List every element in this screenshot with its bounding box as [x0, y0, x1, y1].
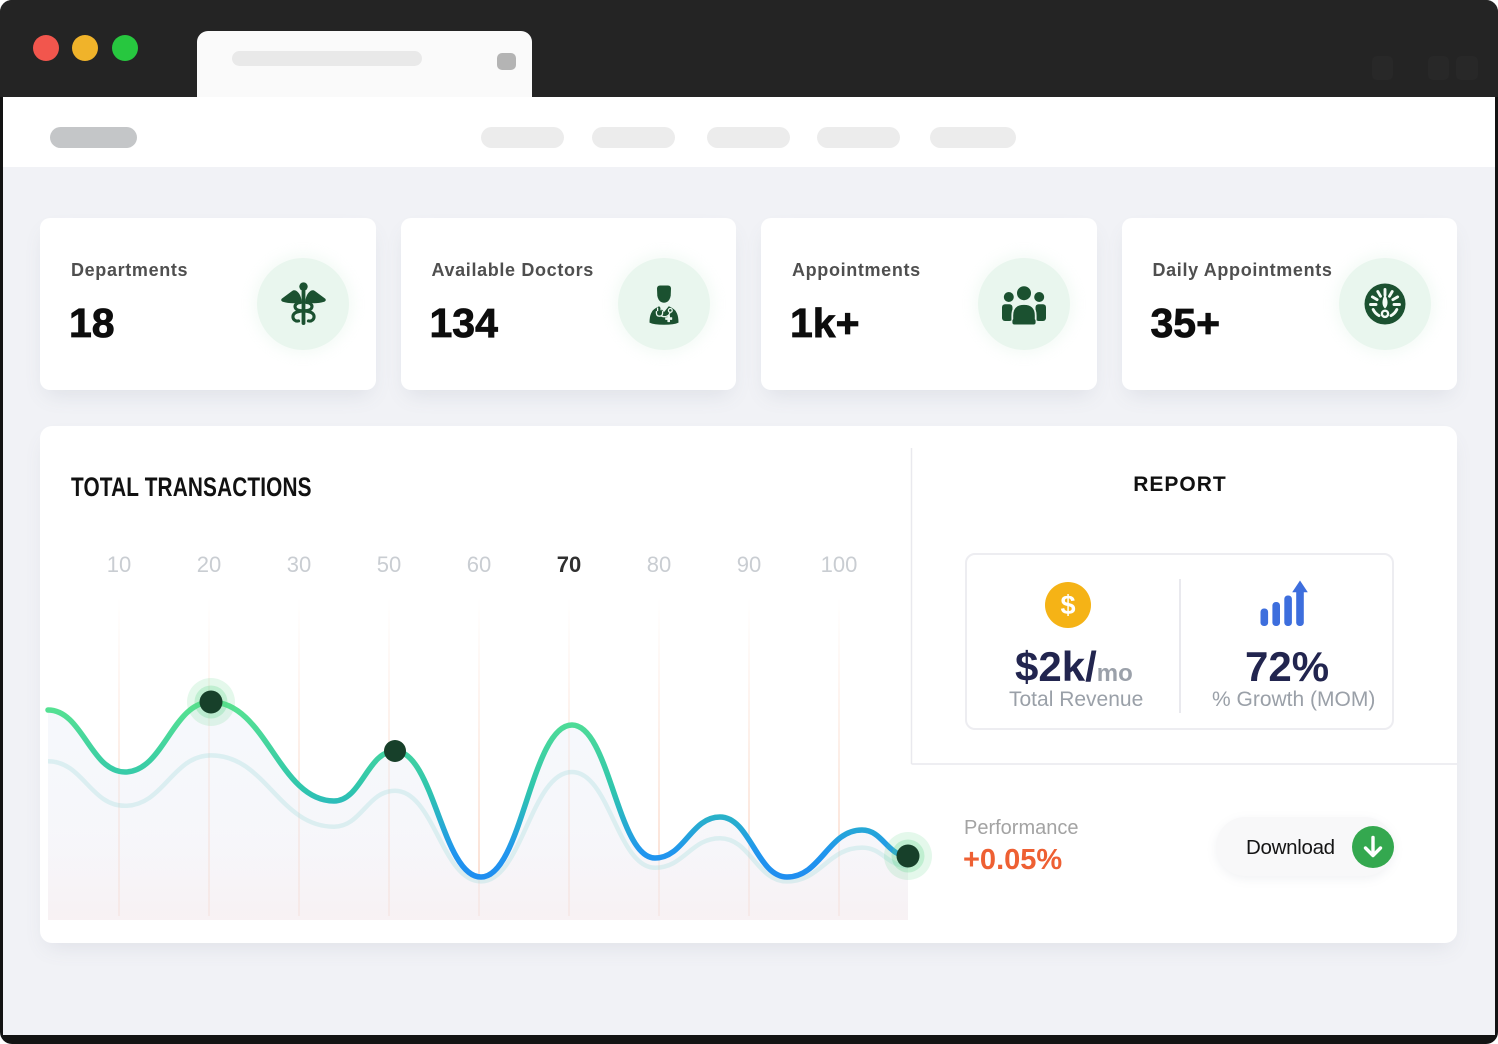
- svg-text:80: 80: [647, 552, 671, 577]
- svg-text:90: 90: [737, 552, 761, 577]
- svg-text:50: 50: [377, 552, 401, 577]
- svg-text:70: 70: [557, 552, 581, 577]
- svg-text:100: 100: [821, 552, 858, 577]
- svg-text:20: 20: [197, 552, 221, 577]
- svg-text:30: 30: [287, 552, 311, 577]
- svg-text:60: 60: [467, 552, 491, 577]
- svg-text:10: 10: [107, 552, 131, 577]
